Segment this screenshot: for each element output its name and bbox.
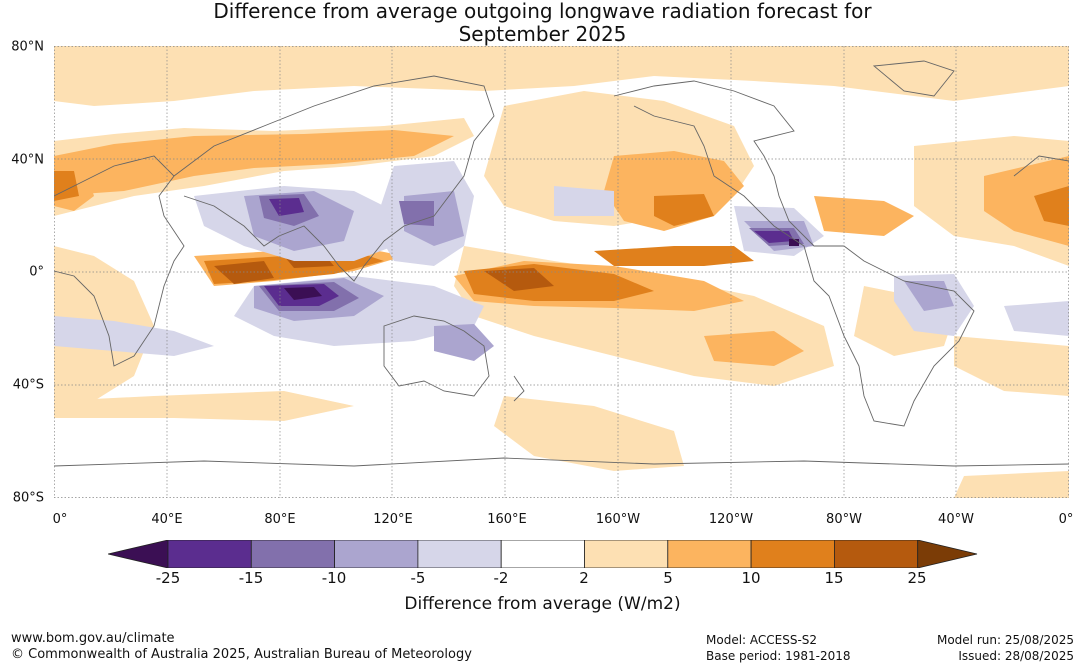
- footer-dates: Model run: 25/08/2025 Issued: 28/08/2025: [937, 632, 1074, 664]
- footer-left: www.bom.gov.au/climate © Commonwealth of…: [11, 631, 472, 663]
- colorbar-swatch-2-to-5: [584, 539, 669, 569]
- colorbar-swatch-minus-15-to-minus-10: [250, 539, 336, 569]
- colorbar-tick-2: 2: [579, 569, 589, 587]
- colorbar-swatch-below-minus-25: [107, 539, 169, 569]
- lon-label-120w: 120°W: [708, 512, 754, 527]
- lon-label-80w: 80°W: [826, 512, 862, 527]
- footer-model-info: Model: ACCESS-S2 Base period: 1981-2018: [706, 632, 851, 664]
- colorbar-swatch-above-25: [917, 539, 978, 569]
- title-line-1: Difference from average outgoing longwav…: [213, 0, 872, 23]
- colorbar-tick-minus-10: -10: [321, 569, 347, 587]
- colorbar-tick-minus-2: -2: [493, 569, 509, 587]
- colorbar-tick-minus-5: -5: [410, 569, 426, 587]
- lon-label-160w: 160°W: [595, 512, 641, 527]
- olr-anomaly-map: [54, 46, 1069, 498]
- colorbar-tick-25: 25: [907, 569, 927, 587]
- lat-label-80n: 80°N: [11, 39, 44, 55]
- colorbar: [107, 539, 978, 569]
- colorbar-label: Difference from average (W/m2): [404, 594, 681, 614]
- model-name: Model: ACCESS-S2: [706, 633, 818, 647]
- colorbar-tick-5: 5: [663, 569, 673, 587]
- lon-label-0-east: 0°: [1058, 512, 1074, 527]
- colorbar-tick-minus-25: -25: [155, 569, 181, 587]
- lon-label-80e: 80°E: [264, 512, 296, 527]
- lat-label-40s: 40°S: [12, 377, 44, 393]
- lat-label-80s: 80°S: [12, 490, 44, 506]
- colorbar-tick-15: 15: [824, 569, 844, 587]
- title-line-2: September 2025: [458, 22, 627, 46]
- model-run-date: Model run: 25/08/2025: [936, 633, 1074, 647]
- lat-label-0: 0°: [29, 264, 44, 280]
- map-title: Difference from average outgoing longwav…: [0, 0, 1085, 46]
- lon-label-0: 0°: [52, 512, 68, 527]
- lon-label-40e: 40°E: [151, 512, 183, 527]
- website-link[interactable]: www.bom.gov.au/climate: [11, 631, 175, 646]
- base-period: Base period: 1981-2018: [706, 649, 851, 663]
- colorbar-swatch-10-to-15: [750, 539, 835, 569]
- colorbar-swatch-5-to-10: [667, 539, 752, 569]
- colorbar-tick-10: 10: [741, 569, 761, 587]
- anomaly-below-minus-25-regions: [284, 239, 799, 300]
- colorbar-swatch-minus-5-to-minus-2: [417, 539, 502, 569]
- colorbar-tick-minus-15: -15: [238, 569, 264, 587]
- coastlines: [54, 60, 1069, 467]
- colorbar-swatch-minus-10-to-minus-5: [334, 539, 419, 569]
- lon-label-40w: 40°W: [938, 512, 974, 527]
- copyright-text: © Commonwealth of Australia 2025, Austra…: [11, 647, 472, 662]
- lon-label-120e: 120°E: [373, 512, 413, 527]
- lon-label-160e: 160°E: [487, 512, 527, 527]
- graticule: [54, 46, 1069, 498]
- colorbar-swatch-minus-2-to-2: [500, 539, 585, 569]
- lat-label-40n: 40°N: [11, 152, 44, 168]
- issued-date: Issued: 28/08/2025: [958, 649, 1074, 663]
- colorbar-swatch-minus-25-to-minus-15: [167, 539, 252, 569]
- colorbar-swatch-15-to-25: [834, 539, 919, 569]
